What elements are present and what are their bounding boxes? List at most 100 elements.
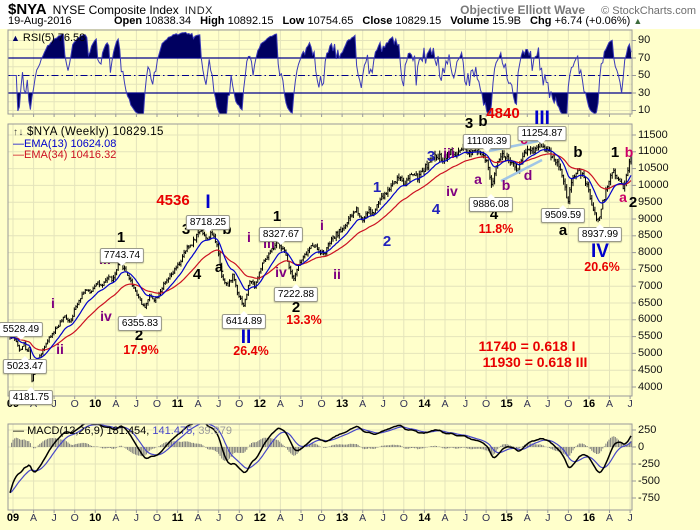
x-axis-label: J — [216, 512, 222, 524]
updown-arrows-icon: ↑↓ — [13, 127, 27, 138]
macd-dash-icon: — — [13, 425, 28, 437]
price-callout: 8718.25 — [185, 215, 231, 233]
quote-field-volume: Volume 15.9B — [450, 15, 522, 27]
panel-border — [7, 423, 633, 511]
wave-label: 2 — [628, 194, 638, 211]
wave-label: b — [501, 177, 511, 193]
x-axis-label: O — [482, 398, 491, 410]
x-axis-label: O — [152, 512, 162, 524]
x-axis-label: A — [276, 512, 284, 524]
wave-label: a — [558, 222, 568, 239]
x-axis-label: 09 — [6, 512, 20, 524]
price-axis-label: 4000 — [638, 380, 663, 393]
panel-border — [7, 123, 633, 397]
macd-axis-label: 0 — [638, 440, 645, 453]
wave-label: IV — [591, 241, 609, 262]
x-axis-label: J — [462, 398, 469, 410]
x-axis-label: J — [133, 512, 140, 524]
x-axis-label: J — [462, 512, 469, 524]
header-row-2: 19-Aug-2016 Open 10838.34 High 10892.15 Lo… — [8, 15, 696, 27]
x-axis-label: O — [399, 512, 408, 524]
rsi-area-icon: ▲ — [11, 33, 20, 43]
price-callout: 5528.49 — [0, 322, 44, 340]
x-axis-label: 10 — [89, 512, 102, 524]
price-callout: 7222.88 — [273, 284, 319, 302]
rsi-overbought-fill — [41, 32, 631, 58]
x-axis-label: 14 — [418, 398, 431, 410]
rsi-line — [10, 31, 632, 114]
x-axis-label: O — [482, 512, 491, 524]
quote-field-low: Low 10754.65 — [282, 15, 354, 27]
wave-label: 2 — [291, 299, 301, 316]
price-legend: ↑↓ $NYA (Weekly) 10829.15 —EMA(13) 10624… — [13, 126, 164, 161]
x-axis-label: 13 — [335, 398, 349, 410]
price-axis-label: 9500 — [638, 195, 663, 208]
wave-label: iv — [275, 264, 287, 280]
x-axis-label: A — [523, 398, 531, 410]
wave-label: 1 — [116, 229, 126, 246]
wave-label: iv — [100, 308, 112, 324]
wave-label: a — [474, 171, 482, 187]
x-axis-label: 11 — [171, 398, 184, 410]
x-axis-label: J — [133, 398, 140, 410]
price-axis-label: 9000 — [638, 212, 663, 225]
wave-label: 2 — [134, 327, 144, 344]
price-callout: 4181.75 — [8, 387, 54, 405]
x-axis-label: O — [235, 398, 244, 410]
macd-axis-label: -750 — [638, 491, 661, 504]
x-axis-label: J — [380, 512, 386, 524]
macd-axis-label: -250 — [638, 457, 661, 470]
price-axis-label: 11000 — [638, 145, 668, 158]
rsi-axis-label: 90 — [638, 34, 651, 46]
macd-axis-label: 250 — [638, 423, 657, 436]
x-axis-label: A — [606, 512, 614, 524]
price-callout: 5023.47 — [2, 356, 48, 374]
wave-label: ii — [333, 266, 341, 282]
wave-label: a — [619, 189, 627, 205]
quote-field-open: Open 10838.34 — [114, 15, 192, 27]
price-axis-label: 5000 — [638, 346, 663, 359]
x-axis-label: 12 — [253, 512, 266, 524]
wave-label: 4 — [489, 206, 499, 223]
wave-label: i — [247, 229, 251, 245]
wave-label: 1 — [272, 208, 282, 225]
macd-legend-signal: 141.475, — [152, 425, 196, 437]
quote-field-close: Close 10829.15 — [362, 15, 442, 27]
x-axis-label: A — [276, 398, 284, 410]
rsi-axis-label: 10 — [638, 104, 651, 116]
price-callout: 7743.74 — [99, 248, 145, 266]
price-axis-label: 8500 — [638, 229, 663, 242]
wave-label: 4 — [431, 201, 441, 218]
quote-field-high: High 10892.15 — [200, 15, 274, 27]
wave-label: 26.4% — [233, 344, 269, 358]
x-axis-label: A — [194, 398, 202, 410]
price-axis-label: 8000 — [638, 246, 663, 259]
x-axis-label: O — [564, 512, 573, 524]
wave-label: 3 — [426, 148, 436, 165]
x-axis-label: O — [317, 398, 326, 410]
ema13-dash-icon: — — [13, 138, 24, 150]
x-axis-label: A — [606, 398, 614, 410]
wave-label: 11930 = 0.618 III — [482, 354, 588, 370]
wave-label: b — [573, 144, 583, 161]
x-axis-label: A — [30, 512, 38, 524]
x-axis-label: J — [298, 398, 304, 410]
x-axis-label: 16 — [582, 398, 596, 410]
copyright-text: © StockCharts.com — [601, 5, 696, 17]
wave-label: ii — [56, 341, 64, 357]
wave-label: b — [624, 144, 634, 160]
quote-fields: Open 10838.34 High 10892.15 Low 10754.65 Cl… — [114, 15, 642, 27]
price-callout: 11108.39 — [462, 134, 512, 152]
wave-label: a — [214, 259, 224, 276]
rsi-axis-label: 30 — [638, 86, 651, 99]
chart-header: $NYA NYSE Composite Index INDX Objective… — [0, 0, 700, 29]
ema13-line — [9, 149, 632, 360]
macd-axis-label: -500 — [638, 474, 661, 487]
x-axis-label: J — [51, 398, 57, 410]
x-axis-label: O — [70, 512, 79, 524]
rsi-legend-label: RSI(5) 76.58 — [22, 32, 86, 44]
ticker-symbol: $NYA — [8, 1, 47, 18]
macd-histogram — [11, 436, 632, 461]
rsi-legend: ▲ RSI(5) 76.58 — [11, 33, 85, 44]
symbol-legend-label: $NYA (Weekly) 10829.15 — [26, 126, 164, 138]
